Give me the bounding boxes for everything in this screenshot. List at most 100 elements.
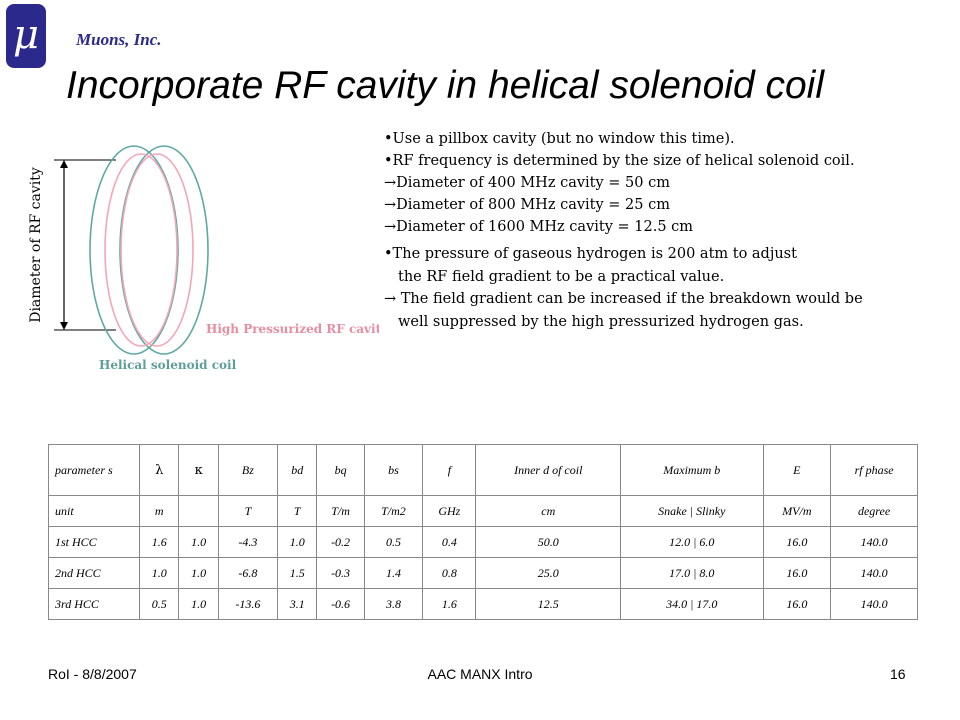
table-row: 1st HCC 1.6 1.0 -4.3 1.0 -0.2 0.5 0.4 50… bbox=[48, 526, 918, 558]
header-cell: bs bbox=[363, 444, 424, 496]
cavity-diameter-label: Diameter of RF cavity bbox=[28, 167, 44, 323]
table-cell: 2nd HCC bbox=[48, 557, 140, 589]
bullet-pillbox: •Use a pillbox cavity (but no window thi… bbox=[384, 131, 735, 147]
cavity-ellipse-left bbox=[104, 153, 178, 347]
bullet-800mhz: →Diameter of 800 MHz cavity = 25 cm bbox=[384, 194, 855, 216]
arrow-icon: → bbox=[384, 175, 397, 191]
table-cell: -6.8 bbox=[217, 557, 278, 589]
table-cell: -4.3 bbox=[217, 526, 278, 558]
table-cell: 16.0 bbox=[762, 526, 832, 558]
bullet-pressure-cont: the RF field gradient to be a practical … bbox=[398, 268, 725, 285]
unit-cell: degree bbox=[830, 495, 918, 527]
company-name: Muons, Inc. bbox=[76, 30, 162, 49]
unit-cell bbox=[178, 495, 219, 527]
table-cell: 1.0 bbox=[178, 557, 219, 589]
table-cell: -0.3 bbox=[316, 557, 365, 589]
page-number: 16 bbox=[890, 666, 906, 682]
coil-ellipse-left bbox=[89, 145, 179, 355]
table-cell: 140.0 bbox=[830, 557, 918, 589]
table-row: 3rd HCC 0.5 1.0 -13.6 3.1 -0.6 3.8 1.6 1… bbox=[48, 588, 918, 620]
table-cell: 1.6 bbox=[138, 526, 180, 558]
table-cell: -0.2 bbox=[316, 526, 365, 558]
table-header-row: parameter s λ κ Bz bd bq bs f Inner d of… bbox=[48, 444, 918, 496]
table-cell: 25.0 bbox=[475, 557, 622, 589]
table-cell: 1st HCC bbox=[48, 526, 140, 558]
header-cell: Maximum b bbox=[620, 444, 764, 496]
unit-cell: unit bbox=[48, 495, 140, 527]
table-cell: 1.0 bbox=[138, 557, 180, 589]
table-cell: 140.0 bbox=[830, 588, 918, 620]
table-row: 2nd HCC 1.0 1.0 -6.8 1.5 -0.3 1.4 0.8 25… bbox=[48, 557, 918, 589]
table-cell: 16.0 bbox=[762, 557, 832, 589]
cavity-label: High Pressurized RF cavity bbox=[206, 322, 379, 336]
logo-mu-symbol: μ bbox=[13, 12, 39, 58]
table-cell: 0.8 bbox=[422, 557, 477, 589]
header-cell: λ bbox=[138, 444, 180, 496]
table-cell: -0.6 bbox=[316, 588, 365, 620]
header-cell: parameter s bbox=[48, 444, 140, 496]
unit-cell: cm bbox=[475, 495, 622, 527]
bullet-1600mhz: →Diameter of 1600 MHz cavity = 12.5 cm bbox=[384, 216, 855, 238]
header-cell: bd bbox=[276, 444, 318, 496]
bullet-pressure: •The pressure of gaseous hydrogen is 200… bbox=[384, 246, 797, 262]
logo: μ bbox=[6, 4, 46, 68]
bullet-1600mhz-text: Diameter of 1600 MHz cavity = 12.5 cm bbox=[396, 219, 694, 235]
table-cell: 17.0 | 8.0 bbox=[620, 557, 764, 589]
bullet-list: •Use a pillbox cavity (but no window thi… bbox=[384, 128, 855, 238]
bullet-gradient-cont: well suppressed by the high pressurized … bbox=[398, 313, 804, 330]
table-cell: 12.0 | 6.0 bbox=[620, 526, 764, 558]
unit-cell: GHz bbox=[422, 495, 477, 527]
bullet-800mhz-text: Diameter of 800 MHz cavity = 25 cm bbox=[396, 197, 670, 213]
unit-cell: Snake | Slinky bbox=[620, 495, 764, 527]
table-cell: 0.5 bbox=[363, 526, 424, 558]
arrow-icon: → bbox=[384, 291, 397, 307]
unit-cell: T bbox=[276, 495, 318, 527]
header-cell: rf phase bbox=[830, 444, 918, 496]
table-cell: 1.0 bbox=[276, 526, 318, 558]
header-cell: κ bbox=[178, 444, 219, 496]
header-cell: Inner d of coil bbox=[475, 444, 622, 496]
bullet-400mhz: →Diameter of 400 MHz cavity = 50 cm bbox=[384, 172, 855, 194]
table-cell: 16.0 bbox=[762, 588, 832, 620]
header-cell: Bz bbox=[217, 444, 278, 496]
cavity-coil-figure: Diameter of RF cavity High Pressurized R… bbox=[28, 145, 379, 372]
table-cell: 0.5 bbox=[138, 588, 180, 620]
table-cell: 1.5 bbox=[276, 557, 318, 589]
footer-title: AAC MANX Intro bbox=[427, 666, 533, 682]
table-cell: 140.0 bbox=[830, 526, 918, 558]
bullet-list-pressure: •The pressure of gaseous hydrogen is 200… bbox=[384, 243, 863, 333]
table-cell: 1.6 bbox=[422, 588, 477, 620]
table-cell: 50.0 bbox=[475, 526, 622, 558]
header-cell: bq bbox=[316, 444, 365, 496]
table-cell: 0.4 bbox=[422, 526, 477, 558]
table-cell: 1.0 bbox=[178, 588, 219, 620]
arrow-icon: → bbox=[384, 197, 397, 213]
table-cell: 3rd HCC bbox=[48, 588, 140, 620]
bullet-gradient: → The field gradient can be increased if… bbox=[384, 288, 863, 311]
bullet-400mhz-text: Diameter of 400 MHz cavity = 50 cm bbox=[396, 175, 670, 191]
table-cell: 34.0 | 17.0 bbox=[620, 588, 764, 620]
unit-cell: T/m2 bbox=[363, 495, 424, 527]
table-cell: 12.5 bbox=[475, 588, 622, 620]
coil-ellipse-right bbox=[119, 145, 209, 355]
footer-date: RoI - 8/8/2007 bbox=[48, 666, 137, 682]
bullet-rf-frequency: •RF frequency is determined by the size … bbox=[384, 153, 855, 169]
cavity-ellipse-right bbox=[120, 153, 194, 347]
table-cell: 1.0 bbox=[178, 526, 219, 558]
header-cell: E bbox=[762, 444, 832, 496]
coil-label: Helical solenoid coil bbox=[99, 358, 237, 372]
unit-cell: MV/m bbox=[762, 495, 832, 527]
hcc-parameter-table: parameter s λ κ Bz bd bq bs f Inner d of… bbox=[48, 444, 918, 620]
table-cell: 3.1 bbox=[276, 588, 318, 620]
table-cell: -13.6 bbox=[217, 588, 278, 620]
bullet-gradient-text: The field gradient can be increased if t… bbox=[400, 291, 863, 307]
unit-cell: T bbox=[217, 495, 278, 527]
header-cell: f bbox=[422, 444, 477, 496]
unit-cell: T/m bbox=[316, 495, 365, 527]
table-units-row: unit m T T T/m T/m2 GHz cm Snake | Slink… bbox=[48, 495, 918, 527]
unit-cell: m bbox=[138, 495, 180, 527]
table-cell: 1.4 bbox=[363, 557, 424, 589]
table-cell: 3.8 bbox=[363, 588, 424, 620]
slide-title: Incorporate RF cavity in helical solenoi… bbox=[66, 64, 824, 107]
arrow-icon: → bbox=[384, 219, 397, 235]
